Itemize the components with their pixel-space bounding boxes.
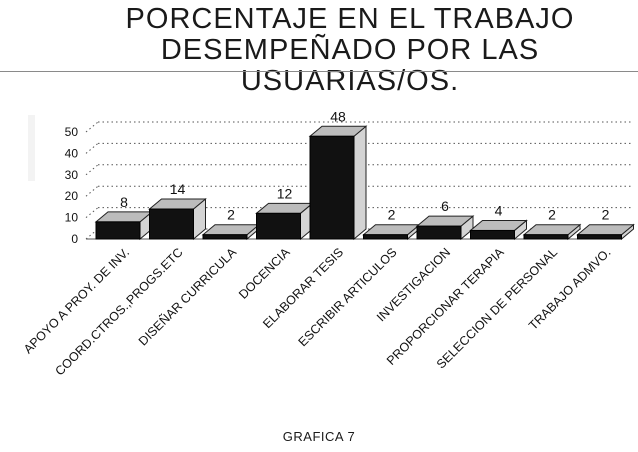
y-tick-label: 30: [65, 168, 79, 182]
y-tick-label: 50: [65, 125, 79, 139]
y-tick-label: 40: [65, 146, 79, 160]
x-tick-label: DISEÑAR CURRICULA: [136, 245, 240, 349]
bar-value-label: 2: [227, 207, 235, 223]
chart-title-line-1: PORCENTAJE EN EL TRABAJO: [125, 3, 575, 35]
grid-diagonal: [85, 121, 99, 133]
bar: [202, 234, 248, 240]
bar-value-label: 4: [495, 202, 503, 218]
grid-diagonal: [85, 143, 99, 154]
bar: [577, 234, 622, 240]
bar: [470, 229, 515, 240]
title-divider: [0, 71, 638, 72]
bar-value-label: 8: [120, 194, 128, 210]
y-tick-label: 20: [65, 189, 79, 203]
bar-side: [353, 125, 367, 241]
bar-value-label: 2: [388, 207, 396, 223]
bar: [149, 208, 194, 240]
bar: [309, 135, 355, 240]
x-tick-label: DOCENCIA: [236, 245, 293, 302]
bar-value-label: 14: [170, 181, 186, 197]
bar-value-label: 12: [277, 185, 293, 201]
chart-title-line-2: DESEMPEÑADO POR LAS USUARIAS/OS.: [160, 34, 540, 97]
grid-diagonal: [85, 164, 99, 176]
y-tick-label: 0: [71, 232, 78, 246]
figure-caption: GRAFICA 7: [282, 429, 356, 444]
bar: [363, 234, 408, 240]
chart-title: PORCENTAJE EN EL TRABAJO DESEMPEÑADO POR…: [70, 4, 630, 97]
bar-value-label: 48: [330, 108, 346, 124]
grid-diagonal: [85, 185, 99, 197]
x-tick-label: ESCRIBIR ARTICULOS: [296, 245, 400, 349]
bar-value-label: 2: [602, 207, 610, 223]
bar-value-label: 6: [441, 198, 449, 214]
y-tick-label: 10: [65, 211, 79, 225]
bar: [95, 221, 141, 240]
grid-diagonal: [85, 207, 99, 218]
bar: [416, 225, 462, 240]
x-tick-label: APOYO A PROY. DE INV.: [21, 245, 132, 356]
bar: [256, 212, 301, 240]
bar: [523, 234, 569, 240]
bar-value-label: 2: [548, 207, 556, 223]
scan-artifact: [28, 115, 35, 181]
